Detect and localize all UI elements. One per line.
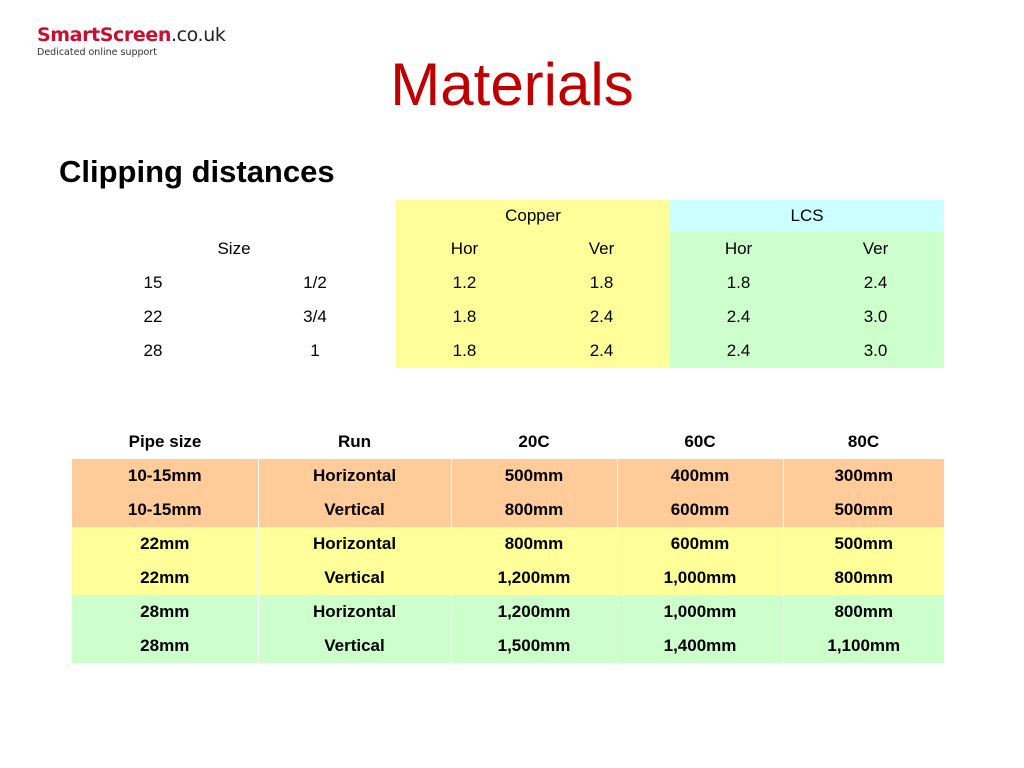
table-row: 22mm Horizontal 800mm 600mm 500mm — [72, 527, 944, 561]
size-inch-cell: 1 — [310, 341, 320, 360]
run-cell: Vertical — [257, 629, 451, 663]
lcs-ver-cell: 2.4 — [807, 266, 945, 300]
copper-ver-header: Ver — [533, 232, 671, 266]
size-inch-cell: 3/4 — [303, 307, 327, 326]
table-row: 15 1/2 1.2 1.8 1.8 2.4 — [72, 266, 945, 300]
pipe-size-cell: 22mm — [72, 527, 258, 561]
section-subtitle: Clipping distances — [59, 154, 335, 189]
logo-tagline: Dedicated online support — [37, 47, 157, 58]
lcs-header: LCS — [670, 200, 945, 232]
pipe-size-cell: 28mm — [72, 629, 258, 663]
temp-80c-cell: 1,100mm — [782, 629, 944, 663]
table-row: 10-15mm Vertical 800mm 600mm 500mm — [72, 493, 944, 527]
lcs-ver-header: Ver — [807, 232, 945, 266]
temp-60c-cell: 400mm — [616, 459, 783, 493]
table-row: 28mm Vertical 1,500mm 1,400mm 1,100mm — [72, 629, 944, 663]
temp-20c-cell: 800mm — [450, 493, 617, 527]
temp-80c-cell: 800mm — [782, 595, 944, 629]
temp-20c-cell: 500mm — [450, 459, 617, 493]
run-cell: Horizontal — [257, 459, 451, 493]
lcs-hor-cell: 2.4 — [670, 334, 808, 368]
copper-ver-cell: 2.4 — [533, 300, 671, 334]
table-header-row: Copper LCS — [72, 200, 945, 232]
page-title: Materials — [390, 51, 634, 118]
pipe-size-cell: 22mm — [72, 561, 258, 595]
table-row: 28 1 1.8 2.4 2.4 3.0 — [72, 334, 945, 368]
table-subheader-row: Size Hor Ver Hor Ver — [72, 232, 945, 266]
temp-60c-cell: 1,400mm — [616, 629, 783, 663]
pipe-size-cell: 28mm — [72, 595, 258, 629]
temp-20c-cell: 1,500mm — [450, 629, 617, 663]
lcs-ver-cell: 3.0 — [807, 300, 945, 334]
temp-20c-cell: 800mm — [450, 527, 617, 561]
copper-hor-header: Hor — [396, 232, 533, 266]
size-inch-cell: 1/2 — [303, 273, 327, 292]
lcs-ver-cell: 3.0 — [807, 334, 945, 368]
temp-60c-cell: 1,000mm — [616, 595, 783, 629]
temp-80c-header: 80C — [847, 432, 880, 451]
temp-60c-cell: 600mm — [616, 527, 783, 561]
lcs-hor-header: Hor — [670, 232, 808, 266]
copper-hor-cell: 1.8 — [396, 334, 533, 368]
copper-hor-cell: 1.2 — [396, 266, 533, 300]
temp-20c-cell: 1,200mm — [450, 595, 617, 629]
run-cell: Horizontal — [257, 527, 451, 561]
temp-20c-header: 20C — [518, 432, 550, 451]
table-header-row: Pipe size Run 20C 60C 80C — [72, 425, 944, 459]
copper-header: Copper — [396, 200, 671, 232]
table-row: 10-15mm Horizontal 500mm 400mm 300mm — [72, 459, 944, 493]
temp-80c-cell: 800mm — [782, 561, 944, 595]
temp-80c-cell: 300mm — [782, 459, 944, 493]
copper-hor-cell: 1.8 — [396, 300, 533, 334]
lcs-hor-cell: 2.4 — [670, 300, 808, 334]
run-cell: Vertical — [257, 493, 451, 527]
smartscreen-logo: SmartScreen.co.uk Dedicated online suppo… — [37, 24, 226, 59]
pipe-size-cell: 10-15mm — [72, 493, 258, 527]
run-cell: Vertical — [257, 561, 451, 595]
temp-20c-cell: 1,200mm — [450, 561, 617, 595]
copper-ver-cell: 2.4 — [533, 334, 671, 368]
pipe-size-table: Pipe size Run 20C 60C 80C 10-15mm Horizo… — [72, 425, 944, 663]
temp-60c-cell: 600mm — [616, 493, 783, 527]
lcs-hor-cell: 1.8 — [670, 266, 808, 300]
table-row: 22mm Vertical 1,200mm 1,000mm 800mm — [72, 561, 944, 595]
logo-brand: SmartScreen — [37, 24, 171, 46]
size-mm-cell: 15 — [143, 273, 163, 292]
table-row: 28mm Horizontal 1,200mm 1,000mm 800mm — [72, 595, 944, 629]
clipping-distances-table: Copper LCS Size Hor Ver Hor Ver 15 1/2 1… — [72, 200, 945, 368]
pipe-size-header: Pipe size — [128, 432, 202, 451]
copper-ver-cell: 1.8 — [533, 266, 671, 300]
size-mm-cell: 28 — [143, 341, 163, 360]
size-mm-cell: 22 — [143, 307, 163, 326]
empty-cell — [234, 200, 396, 232]
logo-domain: .co.uk — [170, 24, 226, 46]
run-header: Run — [337, 432, 372, 451]
temp-60c-cell: 1,000mm — [616, 561, 783, 595]
pipe-size-cell: 10-15mm — [72, 459, 258, 493]
temp-60c-header: 60C — [684, 432, 716, 451]
run-cell: Horizontal — [257, 595, 451, 629]
temp-80c-cell: 500mm — [782, 527, 944, 561]
empty-cell — [72, 200, 234, 232]
logo-wordmark: SmartScreen.co.uk — [37, 24, 226, 46]
size-header: Size — [217, 239, 251, 258]
temp-80c-cell: 500mm — [782, 493, 944, 527]
table-row: 22 3/4 1.8 2.4 2.4 3.0 — [72, 300, 945, 334]
